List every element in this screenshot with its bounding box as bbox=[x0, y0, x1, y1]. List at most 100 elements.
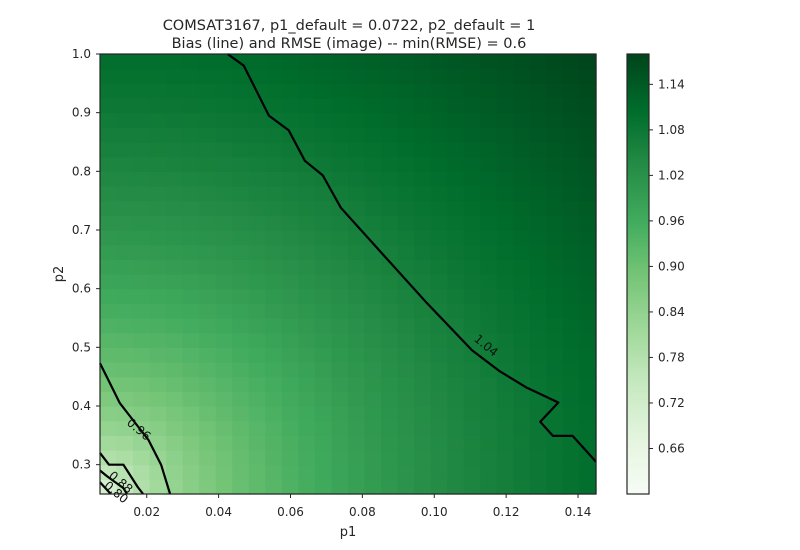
heatmap-cell bbox=[480, 435, 498, 451]
heatmap-cell bbox=[546, 83, 564, 99]
heatmap-cell bbox=[447, 303, 465, 319]
heatmap-cell bbox=[248, 68, 266, 84]
heatmap-cell bbox=[381, 142, 399, 158]
heatmap-cell bbox=[232, 347, 250, 363]
heatmap-cell bbox=[133, 200, 151, 216]
heatmap-cell bbox=[529, 347, 547, 363]
heatmap-cell bbox=[480, 244, 498, 260]
heatmap-cell bbox=[298, 391, 316, 407]
heatmap-cell bbox=[298, 54, 316, 70]
heatmap-cell bbox=[133, 54, 151, 70]
heatmap-cell bbox=[298, 200, 316, 216]
heatmap-cell bbox=[166, 142, 184, 158]
heatmap-cell bbox=[430, 98, 448, 114]
heatmap-cell bbox=[265, 391, 283, 407]
heatmap-cell bbox=[513, 200, 531, 216]
heatmap-cell bbox=[166, 332, 184, 348]
heatmap-cell bbox=[199, 332, 217, 348]
heatmap-cell bbox=[281, 376, 299, 392]
heatmap-cell bbox=[496, 186, 514, 202]
heatmap-cell bbox=[562, 347, 581, 363]
heatmap-cell bbox=[397, 479, 415, 495]
heatmap-cell bbox=[215, 450, 233, 466]
heatmap-cell bbox=[314, 230, 333, 246]
heatmap-cell bbox=[480, 288, 498, 304]
heatmap-cell bbox=[546, 171, 564, 187]
heatmap-cell bbox=[348, 244, 366, 260]
heatmap-cell bbox=[298, 83, 316, 99]
heatmap-cell bbox=[381, 215, 399, 231]
heatmap-cell bbox=[513, 362, 531, 378]
heatmap-cell bbox=[149, 215, 167, 231]
heatmap-cell bbox=[166, 420, 184, 436]
heatmap-cell bbox=[430, 127, 448, 143]
heatmap-cell bbox=[513, 303, 531, 319]
heatmap-cell bbox=[579, 420, 597, 436]
heatmap-cell bbox=[414, 318, 432, 334]
heatmap-cell bbox=[331, 420, 349, 436]
heatmap-cell bbox=[331, 215, 349, 231]
heatmap-cell bbox=[133, 376, 151, 392]
heatmap-cell bbox=[133, 303, 151, 319]
y-tick-label: 1.0 bbox=[72, 47, 91, 61]
heatmap-cell bbox=[265, 230, 283, 246]
heatmap-cell bbox=[529, 171, 547, 187]
heatmap-cell bbox=[480, 420, 498, 436]
heatmap-cell bbox=[348, 98, 366, 114]
heatmap-cell bbox=[529, 274, 547, 290]
heatmap-cell bbox=[314, 112, 333, 128]
heatmap-cell bbox=[166, 318, 184, 334]
heatmap-cell bbox=[513, 112, 531, 128]
heatmap-cell bbox=[314, 318, 333, 334]
heatmap-cell bbox=[348, 288, 366, 304]
heatmap-cell bbox=[248, 420, 266, 436]
heatmap-cell bbox=[100, 142, 118, 158]
heatmap-cell bbox=[546, 347, 564, 363]
heatmap-cell bbox=[232, 406, 250, 422]
heatmap-cell bbox=[496, 244, 514, 260]
heatmap-cell bbox=[100, 200, 118, 216]
heatmap-cell bbox=[314, 435, 333, 451]
heatmap-cell bbox=[414, 112, 432, 128]
heatmap-cell bbox=[232, 332, 250, 348]
heatmap-cell bbox=[166, 171, 184, 187]
colorbar-tick-label: 0.78 bbox=[658, 350, 685, 364]
heatmap-cell bbox=[265, 83, 283, 99]
heatmap-cell bbox=[562, 318, 581, 334]
heatmap-cell bbox=[414, 450, 432, 466]
heatmap-cell bbox=[579, 303, 597, 319]
heatmap-cell bbox=[496, 288, 514, 304]
heatmap-cell bbox=[414, 420, 432, 436]
heatmap-cell bbox=[546, 332, 564, 348]
heatmap-cell bbox=[480, 127, 498, 143]
heatmap-cell bbox=[513, 420, 531, 436]
heatmap-cell bbox=[463, 83, 481, 99]
heatmap-cell bbox=[331, 142, 349, 158]
heatmap-cell bbox=[281, 347, 299, 363]
heatmap-cell bbox=[133, 391, 151, 407]
heatmap-cell bbox=[100, 98, 118, 114]
heatmap-cell bbox=[215, 244, 233, 260]
heatmap-cell bbox=[116, 420, 134, 436]
heatmap-cell bbox=[364, 376, 382, 392]
heatmap-cell bbox=[116, 68, 134, 84]
heatmap-cell bbox=[463, 288, 481, 304]
heatmap-cell bbox=[513, 171, 531, 187]
heatmap-cell bbox=[364, 244, 382, 260]
heatmap-cell bbox=[331, 435, 349, 451]
heatmap-cells bbox=[100, 54, 597, 495]
heatmap-cell bbox=[232, 420, 250, 436]
heatmap-cell bbox=[381, 347, 399, 363]
heatmap-cell bbox=[215, 420, 233, 436]
heatmap-cell bbox=[248, 244, 266, 260]
heatmap-cell bbox=[430, 112, 448, 128]
heatmap-cell bbox=[529, 362, 547, 378]
heatmap-cell bbox=[265, 318, 283, 334]
heatmap-cell bbox=[232, 376, 250, 392]
heatmap-cell bbox=[298, 68, 316, 84]
heatmap-cell bbox=[529, 156, 547, 172]
heatmap-cell bbox=[397, 156, 415, 172]
heatmap-cell bbox=[166, 435, 184, 451]
heatmap-cell bbox=[463, 142, 481, 158]
heatmap-cell bbox=[579, 288, 597, 304]
